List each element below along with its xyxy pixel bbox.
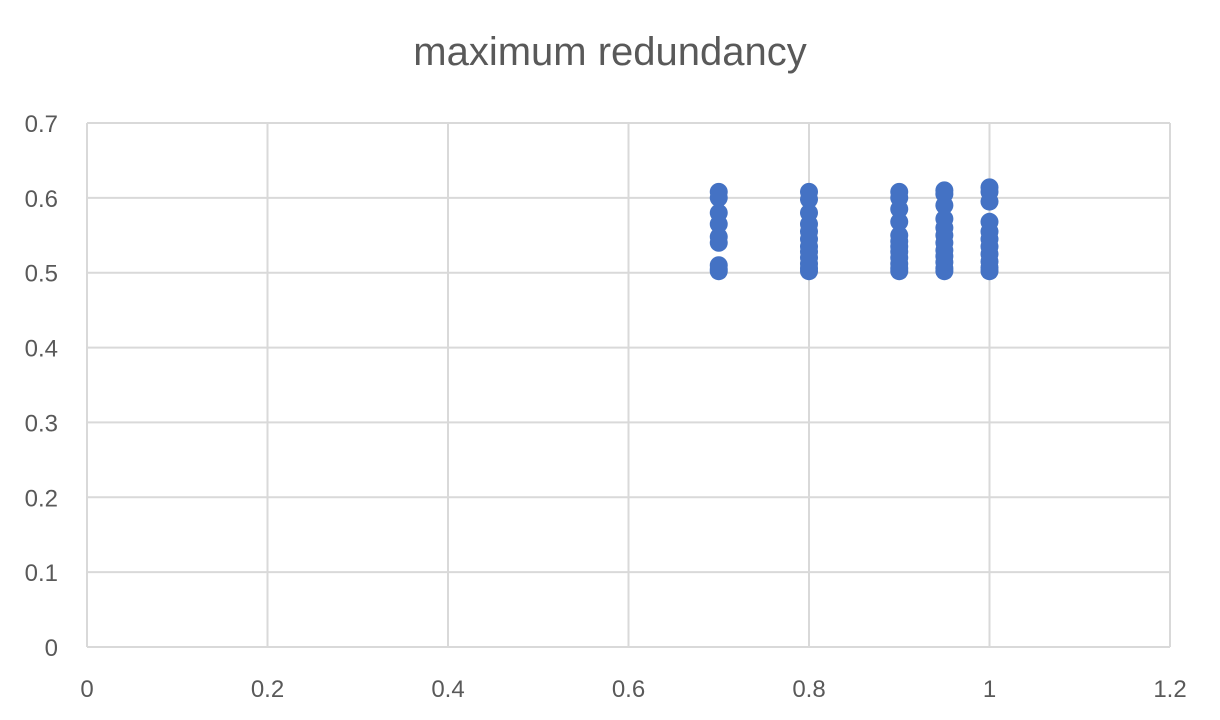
scatter-point [709, 227, 728, 246]
x-tick-label: 0.2 [251, 676, 284, 703]
x-tick-label: 1 [983, 676, 996, 703]
y-tick-label: 0.7 [25, 111, 58, 138]
tick-labels: 0 0.2 0.4 0.6 0.8 1 1.2 0 0.1 0.2 0.3 0.4 0.5 0.6 0.7 [25, 111, 1187, 703]
y-tick-label: 0.2 [25, 485, 58, 512]
y-tick-label: 0.3 [25, 410, 58, 437]
scatter-point [980, 212, 999, 231]
scatter-point [800, 182, 818, 201]
y-tick-label: 0.5 [25, 261, 58, 288]
scatter-point [709, 256, 728, 275]
x-tick-label: 0.6 [612, 676, 645, 703]
scatter-point [890, 212, 909, 231]
scatter-point [980, 178, 999, 197]
y-tick-label: 0.1 [25, 560, 58, 587]
y-tick-label: 0 [45, 635, 58, 662]
x-tick-label: 1.2 [1153, 676, 1186, 703]
scatter-point [709, 203, 728, 222]
scatter-point [890, 182, 909, 201]
scatter-point [890, 226, 909, 245]
scatter-point [800, 203, 818, 222]
y-tick-label: 0.6 [25, 186, 58, 213]
scatter-point [709, 182, 728, 201]
y-tick-label: 0.4 [25, 336, 58, 363]
chart-title: maximum redundancy [413, 30, 807, 74]
x-tick-label: 0.8 [792, 676, 825, 703]
x-tick-label: 0.4 [431, 676, 464, 703]
scatter-point [935, 181, 954, 200]
x-tick-label: 0 [80, 676, 93, 703]
data-points [709, 178, 999, 281]
scatter-point [935, 209, 954, 228]
gridlines [86, 122, 1171, 648]
